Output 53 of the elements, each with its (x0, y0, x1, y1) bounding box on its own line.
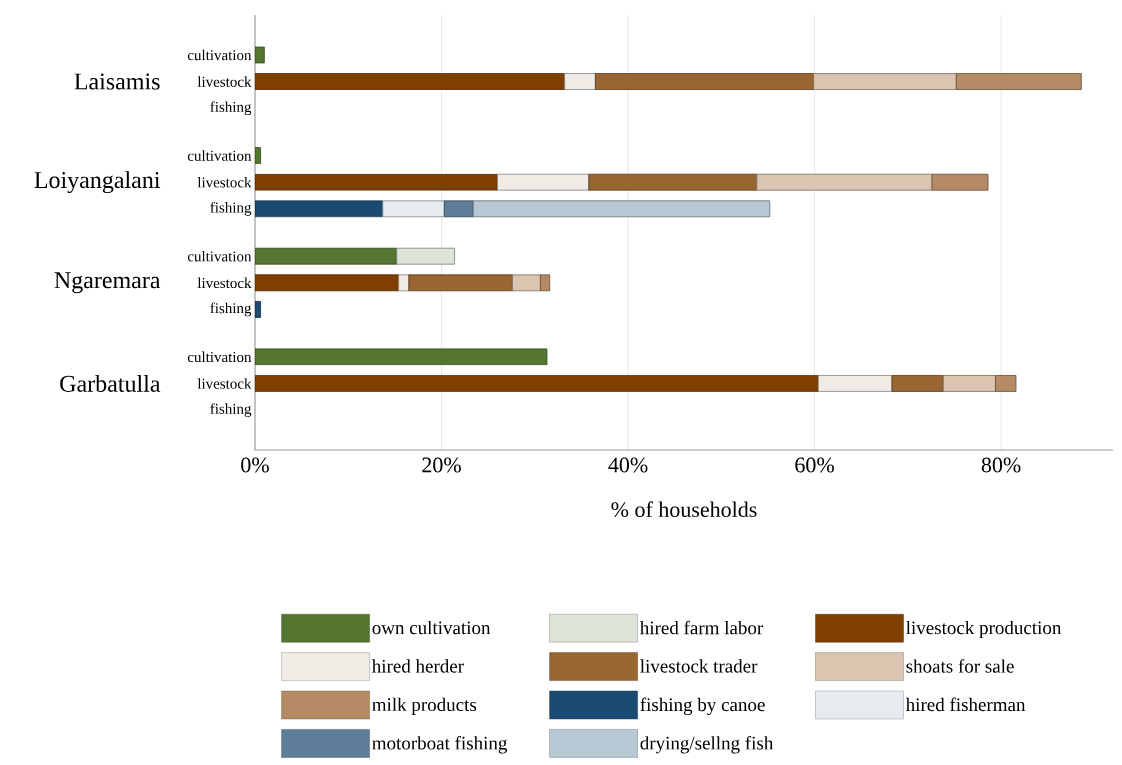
legend-label: own cultivation (372, 620, 491, 635)
bar (382, 200, 445, 218)
bar (588, 173, 758, 191)
x-tick-label: 40% (608, 457, 648, 473)
bar (931, 173, 989, 191)
y-tick-label: cultivation (187, 250, 252, 262)
text: Garbatulla (60, 374, 161, 392)
bar (396, 247, 455, 265)
bar (497, 173, 590, 191)
bar (817, 375, 893, 392)
legend-label: milk products (372, 697, 477, 715)
text: Ngaremara (54, 272, 161, 294)
y-tick-label: fishing (210, 403, 252, 417)
legend-label: motorboat fishing (372, 735, 508, 754)
y-tick-label: cultivation (187, 49, 252, 61)
bar (408, 274, 513, 292)
text: Loiyangalani (34, 171, 161, 194)
bar (756, 173, 933, 191)
bar (955, 73, 1082, 90)
legend-label: shoats for sale (906, 659, 1014, 673)
bar (512, 274, 541, 292)
bar (942, 375, 996, 392)
y-tick-label: fishing (210, 302, 252, 317)
y-tick-label: fishing (210, 101, 252, 116)
y-tick-label: livestock (197, 176, 252, 188)
x-tick-label: 0% (241, 457, 269, 473)
bar (539, 274, 551, 292)
legend-label: hired farm labor (639, 620, 764, 635)
bar (472, 200, 771, 218)
legend-label: livestock trader (640, 659, 758, 673)
text: Laisamis (74, 73, 160, 90)
legend-label: drying/sellng fish (640, 735, 774, 754)
legend-label: fishing by canoe (640, 697, 765, 716)
x-axis-title: % of households (611, 501, 757, 518)
y-tick-label: livestock (197, 76, 252, 87)
x-tick-label: 60% (795, 457, 834, 473)
y-tick-label: livestock (197, 277, 252, 289)
legend-label: hired fisherman (905, 697, 1026, 712)
bar (398, 274, 410, 292)
bar (995, 375, 1017, 392)
y-tick-label: livestock (197, 378, 252, 389)
bar (891, 375, 944, 392)
bar (813, 73, 957, 90)
y-tick-label: cultivation (187, 150, 252, 161)
legend-label: livestock production (906, 620, 1062, 639)
bar (595, 73, 815, 90)
bar (564, 73, 596, 90)
y-tick-label: cultivation (187, 351, 252, 363)
y-tick-label: fishing (210, 201, 252, 216)
x-tick-label: 80% (981, 457, 1021, 473)
bar (443, 200, 474, 218)
legend-label: hired herder (371, 659, 464, 673)
x-tick-label: 20% (422, 457, 461, 473)
